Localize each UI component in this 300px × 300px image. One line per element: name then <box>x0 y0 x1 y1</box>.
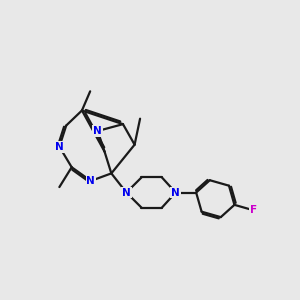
Text: F: F <box>250 205 257 215</box>
Text: N: N <box>86 176 95 186</box>
Text: N: N <box>171 188 180 197</box>
Text: N: N <box>55 142 64 152</box>
Text: N: N <box>122 188 131 197</box>
Text: N: N <box>93 126 102 136</box>
